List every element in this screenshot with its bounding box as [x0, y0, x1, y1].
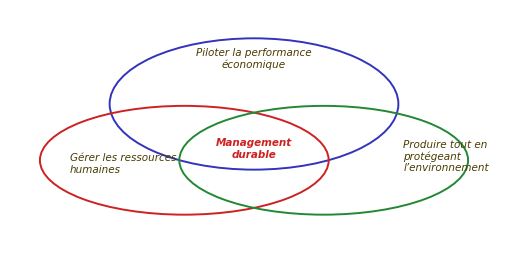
Text: Produire tout en
protégeant
l’environnement: Produire tout en protégeant l’environnem… [403, 140, 489, 173]
Text: Piloter la performance
économique: Piloter la performance économique [196, 48, 312, 70]
Text: Gérer les ressources
humaines: Gérer les ressources humaines [70, 153, 176, 175]
Text: Management
durable: Management durable [216, 138, 292, 160]
